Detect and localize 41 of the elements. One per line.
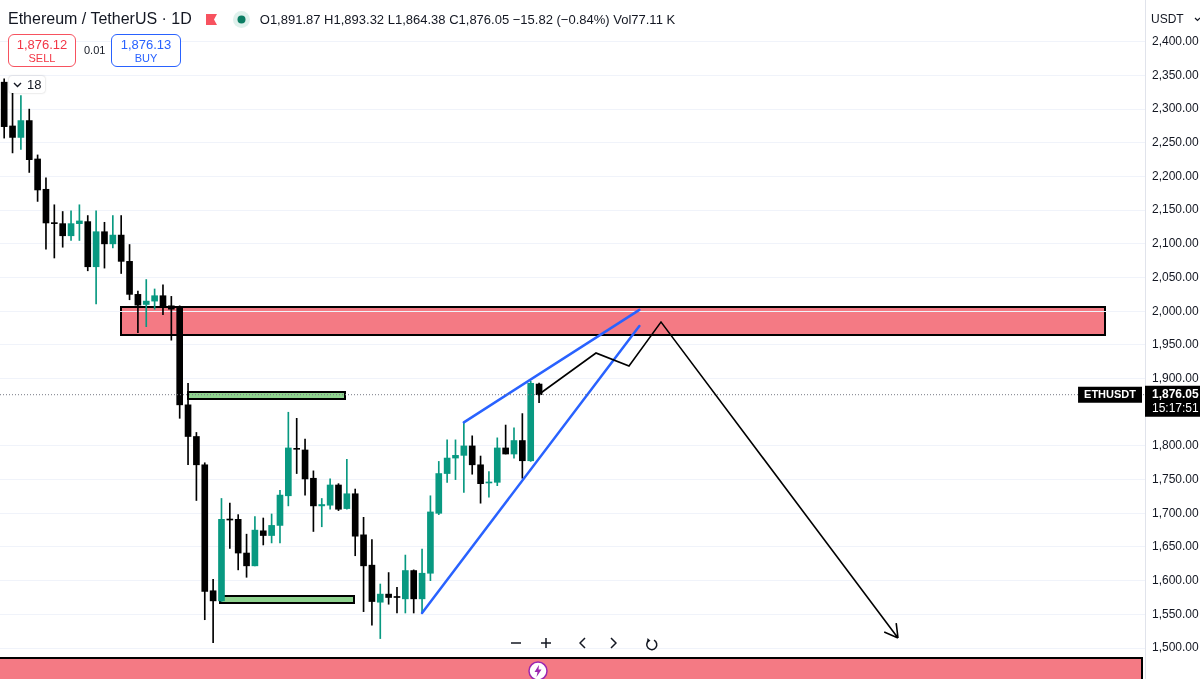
annotation: 1,876.12 — [16, 36, 68, 52]
candlestick — [376, 583, 384, 639]
text: Ethereum / TetherUS · 1D — [8, 10, 192, 28]
candlestick — [318, 498, 326, 528]
annotation: 0.01 — [84, 44, 106, 56]
y-tick-label: 2,350.00 — [1152, 67, 1200, 82]
candlestick — [393, 587, 401, 614]
toggle-button: 18 — [9, 76, 46, 93]
text: O1,891.87 H1,893.32 L1,864.38 C1,876.05 −15.82 (−0.84%) Vol77.11 K — [259, 11, 676, 27]
y-tick-label: 2,050.00 — [1152, 269, 1200, 284]
y-tick-label: 2,000.00 — [1152, 303, 1200, 318]
buy-button: 1,876.13 BUY — [111, 34, 181, 67]
y-axis-title: USDT — [1151, 12, 1184, 26]
y-tick-label: 2,100.00 — [1152, 236, 1200, 251]
annotation: SELL — [28, 51, 56, 65]
candlestick — [209, 578, 217, 643]
y-tick-label: 1,650.00 — [1152, 539, 1200, 554]
y-tick-label: 1,700.00 — [1152, 505, 1200, 520]
y-tick-label: 1,950.00 — [1152, 337, 1200, 352]
y-tick-label: 1,800.00 — [1152, 438, 1200, 453]
sell-button: 1,876.12 SELL — [8, 34, 76, 67]
ref-line-label: ETHUSDT — [1084, 387, 1137, 400]
annotation: BUY — [134, 51, 158, 65]
y-tick-label: 1,900.00 — [1152, 370, 1200, 385]
candlestick — [142, 279, 150, 328]
y-tick-label: 1,550.00 — [1152, 606, 1200, 621]
y-tick-label: 1,750.00 — [1152, 471, 1200, 486]
text: 1,876.05 — [1152, 387, 1200, 402]
y-tick-label: 2,300.00 — [1152, 101, 1200, 116]
text: 15:17:51 — [1152, 400, 1200, 415]
y-tick-label: 1,600.00 — [1152, 572, 1200, 587]
annotation: 18 — [27, 77, 42, 92]
y-tick-label: 2,250.00 — [1152, 135, 1200, 150]
y-tick-label: 2,150.00 — [1152, 202, 1200, 217]
candlestick — [460, 422, 468, 493]
annotation: 1,876.13 — [120, 36, 172, 52]
y-tick-label: 1,500.00 — [1152, 640, 1200, 655]
candlestick — [293, 417, 301, 474]
y-tick-label: 2,400.00 — [1152, 34, 1200, 49]
candlestick — [259, 517, 267, 546]
y-tick-label: 2,200.00 — [1152, 168, 1200, 183]
